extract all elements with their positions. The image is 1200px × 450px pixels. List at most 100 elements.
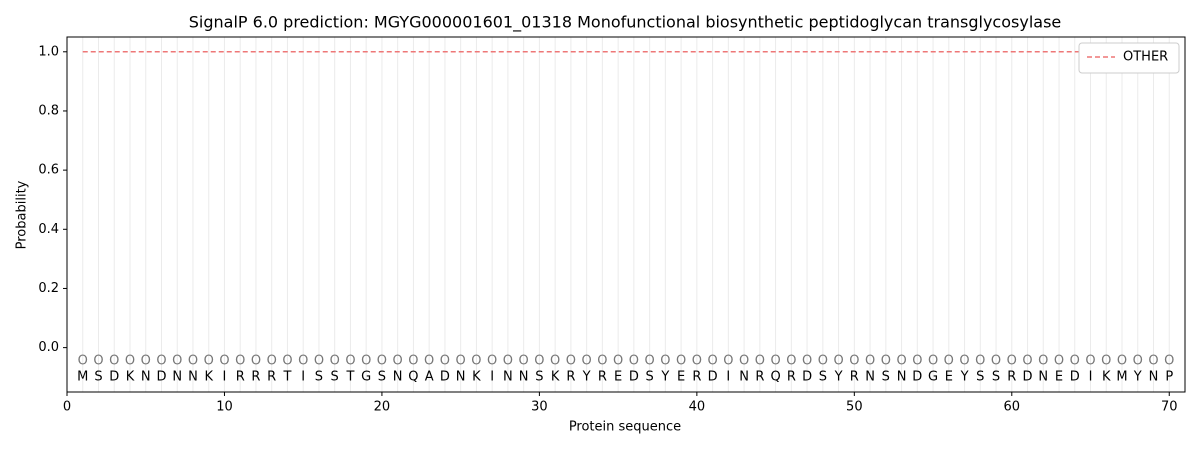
residue: R xyxy=(1007,370,1016,385)
predicted-label: O xyxy=(550,354,560,369)
predicted-label: O xyxy=(1101,354,1111,369)
residue: N xyxy=(897,370,907,385)
predicted-label: O xyxy=(723,354,733,369)
residue: P xyxy=(1165,370,1173,385)
y-tick-label: 0.8 xyxy=(38,103,59,118)
residue: D xyxy=(109,370,119,385)
predicted-label: O xyxy=(251,354,261,369)
predicted-label: O xyxy=(1038,354,1048,369)
predicted-label: O xyxy=(1133,354,1143,369)
x-tick-label: 30 xyxy=(531,400,548,415)
predicted-label: O xyxy=(235,354,245,369)
residue: N xyxy=(865,370,875,385)
predicted-label: O xyxy=(330,354,340,369)
residue: R xyxy=(692,370,701,385)
residue: E xyxy=(614,370,622,385)
x-axis-label: Protein sequence xyxy=(569,420,681,435)
residue: S xyxy=(976,370,984,385)
predicted-label: O xyxy=(1164,354,1174,369)
predicted-label: O xyxy=(1148,354,1158,369)
residue: I xyxy=(223,370,227,385)
residue: Q xyxy=(408,370,418,385)
predicted-label: O xyxy=(93,354,103,369)
residue: N xyxy=(503,370,513,385)
predicted-label: O xyxy=(959,354,969,369)
predicted-label: O xyxy=(204,354,214,369)
residue: T xyxy=(345,370,354,385)
predicted-label: O xyxy=(582,354,592,369)
plot-frame xyxy=(66,36,1186,393)
predicted-label: O xyxy=(629,354,639,369)
x-tick-label: 20 xyxy=(374,400,391,415)
residue: E xyxy=(677,370,685,385)
legend-label: OTHER xyxy=(1123,50,1168,65)
predicted-label: O xyxy=(849,354,859,369)
x-tick-label: 0 xyxy=(63,400,71,415)
residue: S xyxy=(331,370,339,385)
predicted-label: O xyxy=(424,354,434,369)
predicted-label: O xyxy=(676,354,686,369)
residue: N xyxy=(456,370,466,385)
predicted-label: O xyxy=(865,354,875,369)
residue: R xyxy=(566,370,575,385)
residue: D xyxy=(802,370,812,385)
y-tick-label: 1.0 xyxy=(38,44,59,59)
predicted-label: O xyxy=(267,354,277,369)
predicted-label: O xyxy=(912,354,922,369)
residue: Y xyxy=(960,370,969,385)
x-tick-label: 50 xyxy=(846,400,863,415)
predicted-label: O xyxy=(141,354,151,369)
predicted-label: O xyxy=(519,354,529,369)
predicted-label: O xyxy=(818,354,828,369)
predicted-label: O xyxy=(282,354,292,369)
residue: I xyxy=(1089,370,1093,385)
predicted-label: O xyxy=(456,354,466,369)
predicted-label: O xyxy=(219,354,229,369)
x-tick-label: 10 xyxy=(216,400,233,415)
residue: N xyxy=(172,370,182,385)
predicted-label: O xyxy=(78,354,88,369)
residue: S xyxy=(94,370,102,385)
legend-box xyxy=(1078,42,1180,74)
predicted-label: O xyxy=(597,354,607,369)
predicted-label: O xyxy=(770,354,780,369)
residue: A xyxy=(425,370,434,385)
x-tick-label: 40 xyxy=(689,400,706,415)
residue: Y xyxy=(582,370,591,385)
residue: I xyxy=(726,370,730,385)
predicted-label: O xyxy=(503,354,513,369)
residue: D xyxy=(708,370,718,385)
residue: M xyxy=(77,370,88,385)
residue: Q xyxy=(770,370,780,385)
predicted-label: O xyxy=(802,354,812,369)
residue: G xyxy=(928,370,938,385)
residue: K xyxy=(472,370,481,385)
predicted-label: O xyxy=(172,354,182,369)
predicted-label: O xyxy=(471,354,481,369)
predicted-label: O xyxy=(1022,354,1032,369)
predicted-label: O xyxy=(156,354,166,369)
predicted-label: O xyxy=(928,354,938,369)
residue: S xyxy=(882,370,890,385)
predicted-label: O xyxy=(739,354,749,369)
predicted-label: O xyxy=(188,354,198,369)
predicted-label: O xyxy=(707,354,717,369)
predicted-label: O xyxy=(298,354,308,369)
residue: R xyxy=(267,370,276,385)
y-axis-label: Probability xyxy=(15,180,30,249)
predicted-label: O xyxy=(109,354,119,369)
residue: N xyxy=(393,370,403,385)
predicted-label: O xyxy=(534,354,544,369)
chart-title: SignalP 6.0 prediction: MGYG000001601_01… xyxy=(189,13,1062,33)
residue: S xyxy=(315,370,323,385)
predicted-label: O xyxy=(944,354,954,369)
residue: Y xyxy=(1133,370,1142,385)
residue: R xyxy=(598,370,607,385)
residue: R xyxy=(251,370,260,385)
y-tick-label: 0.0 xyxy=(38,340,59,355)
residue: Y xyxy=(660,370,669,385)
residue: N xyxy=(739,370,749,385)
residue: S xyxy=(645,370,653,385)
residue: I xyxy=(301,370,305,385)
